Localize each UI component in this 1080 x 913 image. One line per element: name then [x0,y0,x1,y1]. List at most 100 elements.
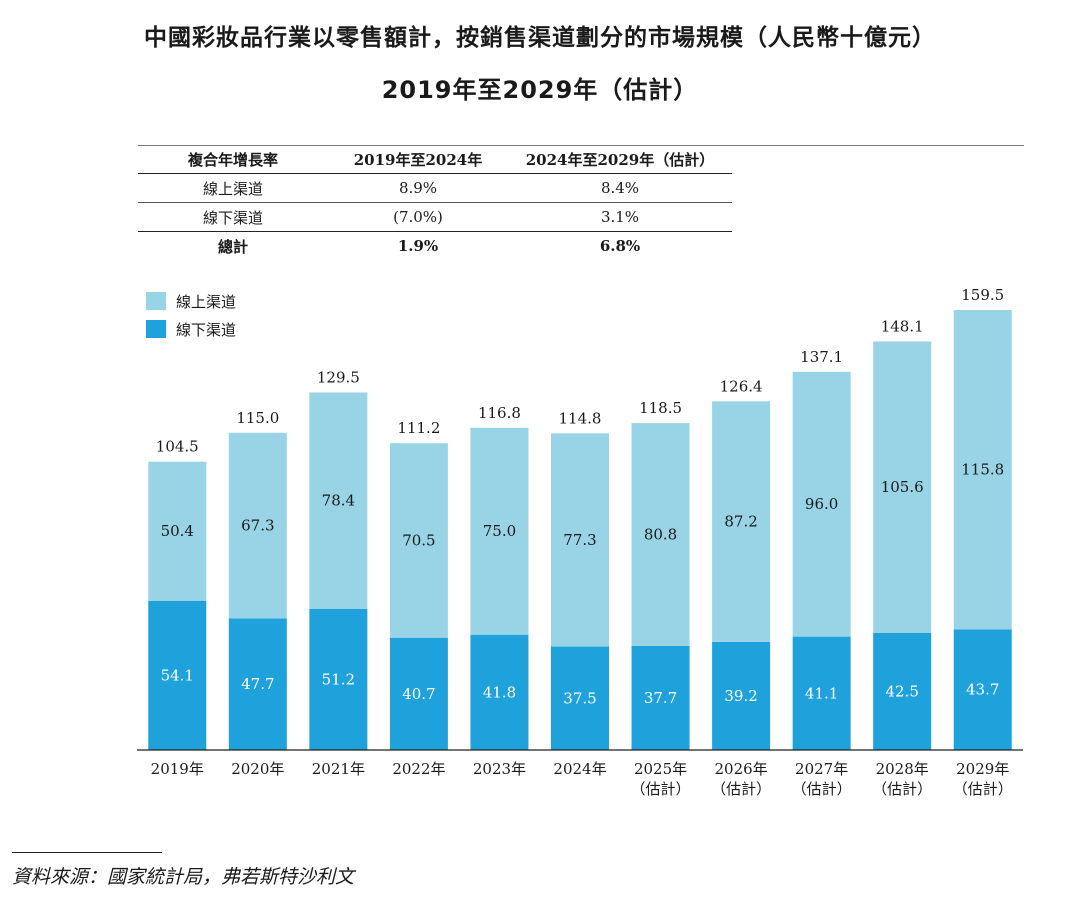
table-cell: (7.0%) [328,202,508,232]
x-tick-label: 2028年 [876,760,929,778]
bar-offline [148,600,207,750]
data-label-online: 77.3 [563,531,596,549]
data-label-online: 78.4 [322,492,355,510]
data-label-total: 126.4 [720,377,763,395]
data-label-total: 104.5 [156,438,199,456]
x-tick-label: 2023年 [473,760,526,778]
bar-online [712,401,771,642]
table-header-cell: 2024年至2029年（估計） [508,145,732,174]
table-cell: 3.1% [508,202,732,232]
data-label-offline: 42.5 [885,682,918,700]
data-label-offline: 37.5 [563,689,596,707]
data-label-online: 80.8 [644,526,677,544]
bar-offline [873,632,932,750]
x-tick-label: 2019年 [151,760,204,778]
data-label-total: 118.5 [639,399,682,417]
x-tick-label: 2025年 [634,760,687,778]
x-tick-label: 2021年 [312,760,365,778]
bar-online [873,341,932,633]
legend-swatch-offline [146,320,166,338]
data-label-offline: 41.8 [483,683,516,701]
bar-offline [953,629,1012,750]
bar-offline [551,646,609,750]
table-cell: 1.9% [397,237,439,255]
data-label-online: 115.8 [961,461,1004,479]
bar-offline [470,634,529,750]
x-tick-label: （估計） [953,780,1013,798]
legend-item-offline: 線下渠道 [146,315,236,343]
data-label-online: 96.0 [805,495,838,513]
chart-legend: 線上渠道 線下渠道 [146,287,236,343]
x-tick-label: （估計） [792,780,852,798]
bar-online [792,371,851,637]
x-tick-label: 2022年 [392,760,445,778]
data-label-online: 105.6 [881,478,924,496]
table-header-cell: 複合年增長率 [138,145,328,174]
table-header-row: 複合年增長率 2019年至2024年 2024年至2029年（估計） [138,145,732,174]
data-label-total: 129.5 [317,368,360,386]
data-label-total: 137.1 [800,348,843,366]
x-tick-label: 2026年 [714,760,767,778]
bar-online [631,423,690,646]
table-cell: 6.8% [599,237,641,255]
bar-online [389,443,448,638]
source-rule [12,852,162,853]
x-tick-label: 2027年 [795,760,848,778]
data-label-total: 111.2 [397,419,440,437]
x-tick-label: （估計） [711,780,771,798]
bar-offline [792,636,851,750]
data-label-offline: 47.7 [241,675,274,693]
table-row: 線下渠道 (7.0%) 3.1% [138,202,732,232]
data-label-total: 148.1 [881,317,924,335]
bar-offline [309,608,368,750]
table-cell: 8.4% [508,173,732,203]
legend-item-online: 線上渠道 [146,287,236,315]
legend-swatch-online [146,292,166,310]
table-row: 線上渠道 8.9% 8.4% [138,173,732,203]
data-label-online: 70.5 [402,531,435,549]
data-label-total: 159.5 [961,286,1004,304]
cagr-table: 複合年增長率 2019年至2024年 2024年至2029年（估計） 線上渠道 … [138,145,732,260]
table-cell: 線下渠道 [138,202,328,232]
data-label-total: 116.8 [478,404,521,422]
bar-offline [631,646,690,750]
data-label-offline: 40.7 [402,685,435,703]
table-cell: 總計 [217,237,248,256]
data-label-total: 114.8 [559,409,602,427]
data-label-offline: 54.1 [161,666,194,684]
data-label-offline: 41.1 [805,684,838,702]
chart-title: 中國彩妝品行業以零售額計，按銷售渠道劃分的市場規模（人民幣十億元） [144,25,936,51]
bar-offline [389,637,448,750]
data-label-offline: 51.2 [322,670,355,688]
bar-online [551,433,609,647]
data-label-offline: 39.2 [724,687,757,705]
bar-offline [228,618,287,750]
data-label-online: 50.4 [161,522,194,540]
x-tick-label: （估計） [631,780,691,798]
data-label-online: 75.0 [483,522,516,540]
data-label-offline: 43.7 [966,681,999,699]
data-label-total: 115.0 [236,409,279,427]
chart-subtitle: 2019年至2029年（估計） [381,76,699,104]
table-header-cell: 2019年至2024年 [328,145,508,174]
table-cell: 線上渠道 [138,173,328,203]
source-note: 資料來源：國家統計局，弗若斯特沙利文 [12,866,355,888]
bar-online [470,427,529,635]
bar-online [309,392,368,609]
data-label-online: 67.3 [241,517,274,535]
bar-online [148,461,207,601]
bar-offline [712,641,771,750]
x-tick-label: 2020年 [231,760,284,778]
table-total-row: 總計 1.9% 6.8% [138,232,732,261]
table-cell: 8.9% [328,173,508,203]
x-tick-label: 2029年 [956,760,1009,778]
data-label-online: 87.2 [724,513,757,531]
x-tick-label: （估計） [872,780,932,798]
legend-label-offline: 線下渠道 [176,320,237,339]
bar-online [953,310,1012,630]
legend-label-online: 線上渠道 [176,292,237,311]
x-tick-label: 2024年 [553,760,606,778]
bar-online [228,432,287,619]
data-label-offline: 37.7 [644,689,677,707]
